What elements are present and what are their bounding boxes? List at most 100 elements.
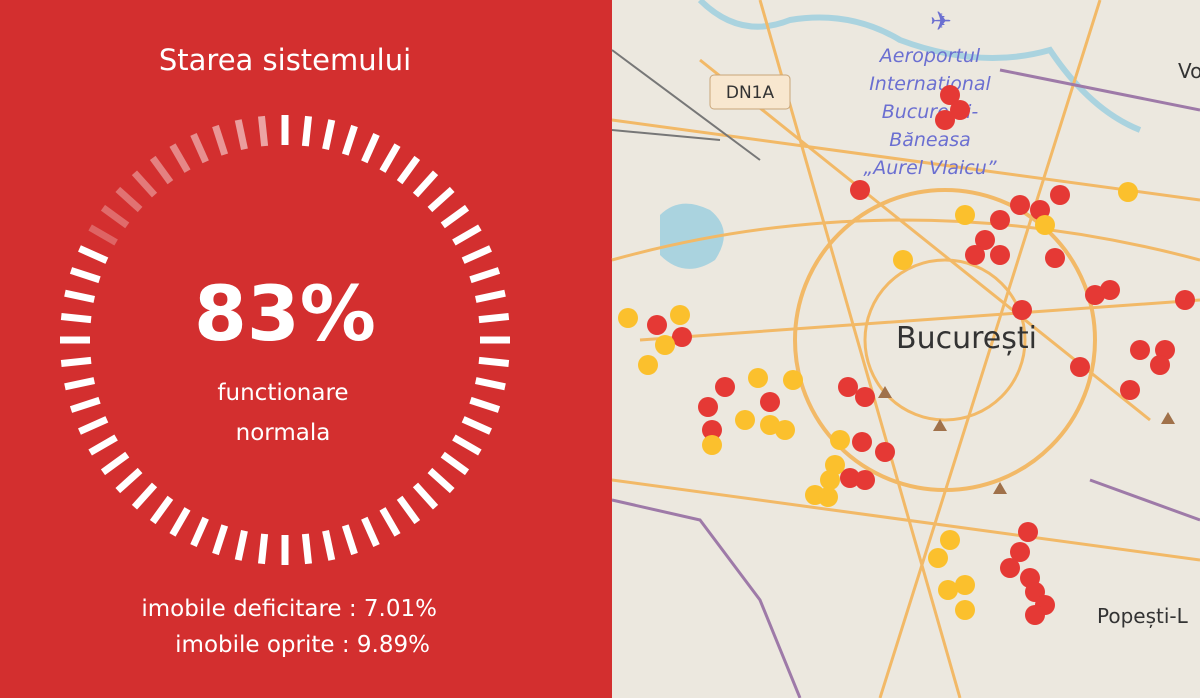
gauge-tick-on [115, 467, 143, 494]
gauge-tick-on [169, 507, 191, 537]
gauge-tick-on [412, 482, 439, 510]
building-yellow [655, 335, 675, 355]
gauge-tick-on [60, 313, 92, 324]
gauge-tick-on [427, 186, 455, 213]
building-red [975, 230, 995, 250]
peak [993, 482, 1007, 494]
building-red [965, 245, 985, 265]
building-red [1045, 248, 1065, 268]
gauge-tick-on [478, 356, 510, 367]
building-red [715, 377, 735, 397]
building-yellow [775, 420, 795, 440]
gauge-tick-on [341, 124, 358, 156]
building-yellow [748, 368, 768, 388]
building-red [1025, 605, 1045, 625]
place-label: Vo [1178, 59, 1200, 83]
gauge-tick-on [78, 245, 109, 264]
building-red [702, 420, 722, 440]
gauge-caption: functionare [217, 380, 348, 406]
gauge-caption: normala [236, 420, 331, 446]
gauge-tick-on [475, 377, 506, 391]
building-red [672, 327, 692, 347]
gauge-tick-on [78, 416, 109, 435]
peak [878, 386, 892, 398]
building-red [950, 100, 970, 120]
gauge-tick-on [440, 451, 470, 476]
gauge-tick-on [322, 119, 336, 150]
gauge-tick-on [149, 495, 174, 525]
building-red [1012, 300, 1032, 320]
gauge-tick-off [149, 155, 174, 185]
building-yellow [955, 205, 975, 225]
building-red [1018, 522, 1038, 542]
building-yellow [938, 580, 958, 600]
gauge-tick-off [212, 124, 229, 156]
gauge-tick-on [64, 377, 95, 391]
building-yellow [735, 410, 755, 430]
gauge-tick-on [234, 530, 248, 561]
building-red [1010, 195, 1030, 215]
gauge-tick-on [301, 115, 312, 147]
gauge-tick-on [469, 396, 501, 413]
lake [660, 203, 724, 269]
gauge-tick-on [69, 396, 101, 413]
airport-label: „Aurel Vlaicu” [863, 157, 996, 179]
building-yellow [955, 600, 975, 620]
gauge-tick-on [461, 245, 492, 264]
gauge-tick-on [469, 267, 501, 284]
gauge-tick-on [64, 289, 95, 303]
building-red [940, 85, 960, 105]
gauge-tick-on [478, 313, 510, 324]
gauge-tick-on [475, 289, 506, 303]
gauge-tick-on [412, 170, 439, 198]
airport-label: Internațional [869, 73, 991, 95]
gauge-tick-on [212, 524, 229, 556]
airport-icon: ✈ [930, 7, 952, 37]
building-yellow [830, 430, 850, 450]
building-red [1070, 357, 1090, 377]
building-red [855, 470, 875, 490]
building-red [1175, 290, 1195, 310]
gauge-tick-off [100, 204, 130, 229]
building-red [852, 432, 872, 452]
building-red [1130, 340, 1150, 360]
gauge-tick-on [60, 356, 92, 367]
building-yellow [818, 487, 838, 507]
gauge-tick-on [379, 507, 401, 537]
gauge-tick-on [322, 530, 336, 561]
gauge-tick-on [69, 267, 101, 284]
gauge-tick-on [396, 495, 421, 525]
building-red [935, 110, 955, 130]
city-label: București [896, 321, 1037, 356]
building-yellow [940, 530, 960, 550]
ring-road [793, 188, 1097, 492]
building-yellow [618, 308, 638, 328]
gauge-tick-on [361, 133, 380, 164]
gauge-tick-on [379, 143, 401, 173]
building-red [1050, 185, 1070, 205]
building-yellow [893, 250, 913, 270]
building-yellow [928, 548, 948, 568]
building-yellow [955, 575, 975, 595]
building-yellow [702, 435, 722, 455]
peak [933, 419, 947, 431]
gauge-value: 83% [194, 269, 376, 358]
gauge-tick-on [301, 533, 312, 565]
gauge-tick-on [88, 434, 118, 456]
building-red [698, 397, 718, 417]
building-red [1000, 558, 1020, 578]
building-red [647, 315, 667, 335]
gauge-tick-on [396, 155, 421, 185]
gauge-tick-off [190, 133, 209, 164]
road-label: DN1A [726, 83, 775, 103]
road [611, 0, 1200, 698]
gauge-tick-on [100, 451, 130, 476]
gauge-tick-off [169, 143, 191, 173]
building-red [990, 245, 1010, 265]
gauge-tick-on [452, 434, 482, 456]
place-label: Popești-L [1097, 604, 1189, 628]
ring-road [863, 258, 1027, 422]
building-red [840, 468, 860, 488]
